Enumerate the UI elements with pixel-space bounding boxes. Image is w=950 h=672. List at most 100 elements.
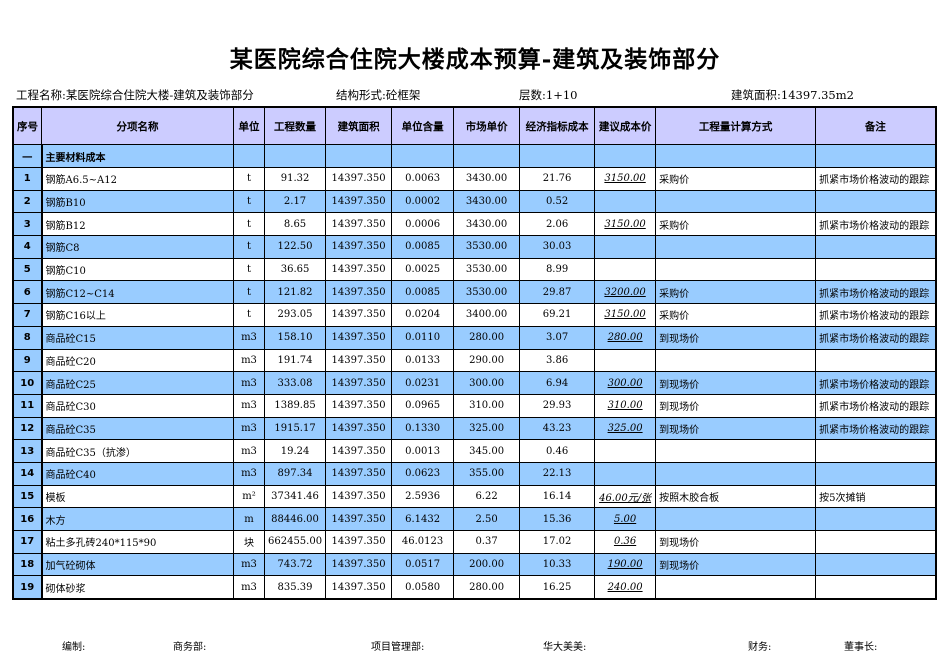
- item-name: 商品砼C40: [41, 461, 234, 486]
- unit-content: 0.0580: [391, 575, 455, 600]
- market-price: 2.50: [453, 507, 521, 531]
- calc-method: [655, 235, 817, 259]
- column-header: 市场单价: [453, 106, 521, 145]
- economic-index: 3.86: [519, 348, 596, 373]
- table-row: 9 商品砼C20 m3 191.74 14397.350 0.0133 290.00 3.86: [12, 348, 937, 373]
- row-seq: 14: [12, 461, 43, 486]
- unit: t: [233, 212, 265, 237]
- suggested-price: [594, 189, 657, 214]
- market-price: 3430.00: [453, 212, 521, 237]
- building-area: 14397.350: [325, 507, 393, 531]
- building-area: 14397.350: [325, 212, 393, 237]
- table-row: 2 钢筋B10 t 2.17 14397.350 0.0002 3430.00 0.52: [12, 189, 937, 214]
- note: [815, 575, 937, 600]
- unit: t: [233, 257, 265, 282]
- economic-index: 3.07: [519, 325, 596, 350]
- row-seq: 9: [12, 348, 43, 373]
- note: [815, 235, 937, 259]
- unit: t: [233, 235, 265, 259]
- column-header: 经济指标成本: [519, 106, 596, 145]
- item-name: 粘土多孔砖240*115*90: [41, 530, 234, 554]
- table-row: 15 模板 m² 37341.46 14397.350 2.5936 6.22 16.14 46…: [12, 484, 937, 509]
- economic-index: 16.25: [519, 575, 596, 600]
- note: [815, 348, 937, 373]
- calc-method: 采购价: [655, 167, 817, 191]
- unit: m3: [233, 461, 265, 486]
- row-seq: 3: [12, 212, 43, 237]
- unit: 块: [233, 530, 265, 554]
- market-price: 300.00: [453, 371, 521, 395]
- row-seq: 19: [12, 575, 43, 600]
- suggested-price: 3150.00: [594, 303, 657, 327]
- building-area: 14397.350: [325, 348, 393, 373]
- item-name: 钢筋B12: [41, 212, 234, 237]
- note: 按5次摊销: [815, 484, 937, 509]
- unit: m3: [233, 416, 265, 441]
- unit-content: 0.1330: [391, 416, 455, 441]
- row-seq: 12: [12, 416, 43, 441]
- calc-method: [655, 575, 817, 600]
- table-row: 11 商品砼C30 m3 1389.85 14397.350 0.0965 310.00 29…: [12, 393, 937, 418]
- table-row: 13 商品砼C35（抗渗） m3 19.24 14397.350 0.0013 345.00…: [12, 439, 937, 463]
- economic-index: 10.33: [519, 552, 596, 577]
- building-area: 14397.350: [325, 167, 393, 191]
- note: [815, 257, 937, 282]
- suggested-price: 46.00元/张: [594, 484, 657, 509]
- quantity: 743.72: [263, 552, 327, 577]
- table-row: 17 粘土多孔砖240*115*90 块 662455.00 14397.350 46.0…: [12, 530, 937, 554]
- quantity: 88446.00: [263, 507, 327, 531]
- quantity: 36.65: [263, 257, 327, 282]
- market-price: 3530.00: [453, 235, 521, 259]
- quantity: 191.74: [263, 348, 327, 373]
- suggested-price: 3200.00: [594, 280, 657, 305]
- market-price: 325.00: [453, 416, 521, 441]
- item-name: 商品砼C20: [41, 348, 234, 373]
- item-name: 钢筋C10: [41, 257, 234, 282]
- building-area: 14397.350: [325, 280, 393, 305]
- table-row: 3 钢筋B12 t 8.65 14397.350 0.0006 3430.00 2.06 315…: [12, 212, 937, 237]
- item-name: 加气砼砌体: [41, 552, 234, 577]
- row-seq: 16: [12, 507, 43, 531]
- economic-index: 0.52: [519, 189, 596, 214]
- item-name: 钢筋B10: [41, 189, 234, 214]
- section-row: 一 主要材料成本: [12, 144, 937, 168]
- building-area: 14397.350: [325, 416, 393, 441]
- unit: m3: [233, 575, 265, 600]
- quantity: 2.17: [263, 189, 327, 214]
- note: 抓紧市场价格波动的跟踪: [815, 167, 937, 191]
- market-price: 290.00: [453, 348, 521, 373]
- building-area: 14397.350: [325, 530, 393, 554]
- economic-index: 43.23: [519, 416, 596, 441]
- column-header: 备注: [815, 106, 937, 145]
- quantity: 293.05: [263, 303, 327, 327]
- table-row: 19 砌体砂浆 m3 835.39 14397.350 0.0580 280.00 16.25…: [12, 575, 937, 600]
- project-name: 工程名称:某医院综合住院大楼-建筑及装饰部分: [16, 88, 254, 102]
- unit-content: 2.5936: [391, 484, 455, 509]
- structure-type: 结构形式:砼框架: [336, 88, 421, 102]
- suggested-price: 240.00: [594, 575, 657, 600]
- market-price: 355.00: [453, 461, 521, 486]
- economic-index: 22.13: [519, 461, 596, 486]
- item-name: 商品砼C15: [41, 325, 234, 350]
- quantity: 121.82: [263, 280, 327, 305]
- unit-content: 0.0002: [391, 189, 455, 214]
- suggested-price: 3150.00: [594, 167, 657, 191]
- table-row: 1 钢筋A6.5~A12 t 91.32 14397.350 0.0063 3430.00 2…: [12, 167, 937, 191]
- unit: m3: [233, 552, 265, 577]
- market-price: 3530.00: [453, 257, 521, 282]
- note: [815, 530, 937, 554]
- unit: t: [233, 303, 265, 327]
- row-seq: 1: [12, 167, 43, 191]
- quantity: 1915.17: [263, 416, 327, 441]
- economic-index: 29.87: [519, 280, 596, 305]
- economic-index: 15.36: [519, 507, 596, 531]
- calc-method: 采购价: [655, 280, 817, 305]
- row-seq: 13: [12, 439, 43, 463]
- suggested-price: [594, 461, 657, 486]
- market-price: 280.00: [453, 325, 521, 350]
- calc-method: 到现场价: [655, 371, 817, 395]
- economic-index: 6.94: [519, 371, 596, 395]
- quantity: 19.24: [263, 439, 327, 463]
- item-name: 钢筋C8: [41, 235, 234, 259]
- unit-content: 46.0123: [391, 530, 455, 554]
